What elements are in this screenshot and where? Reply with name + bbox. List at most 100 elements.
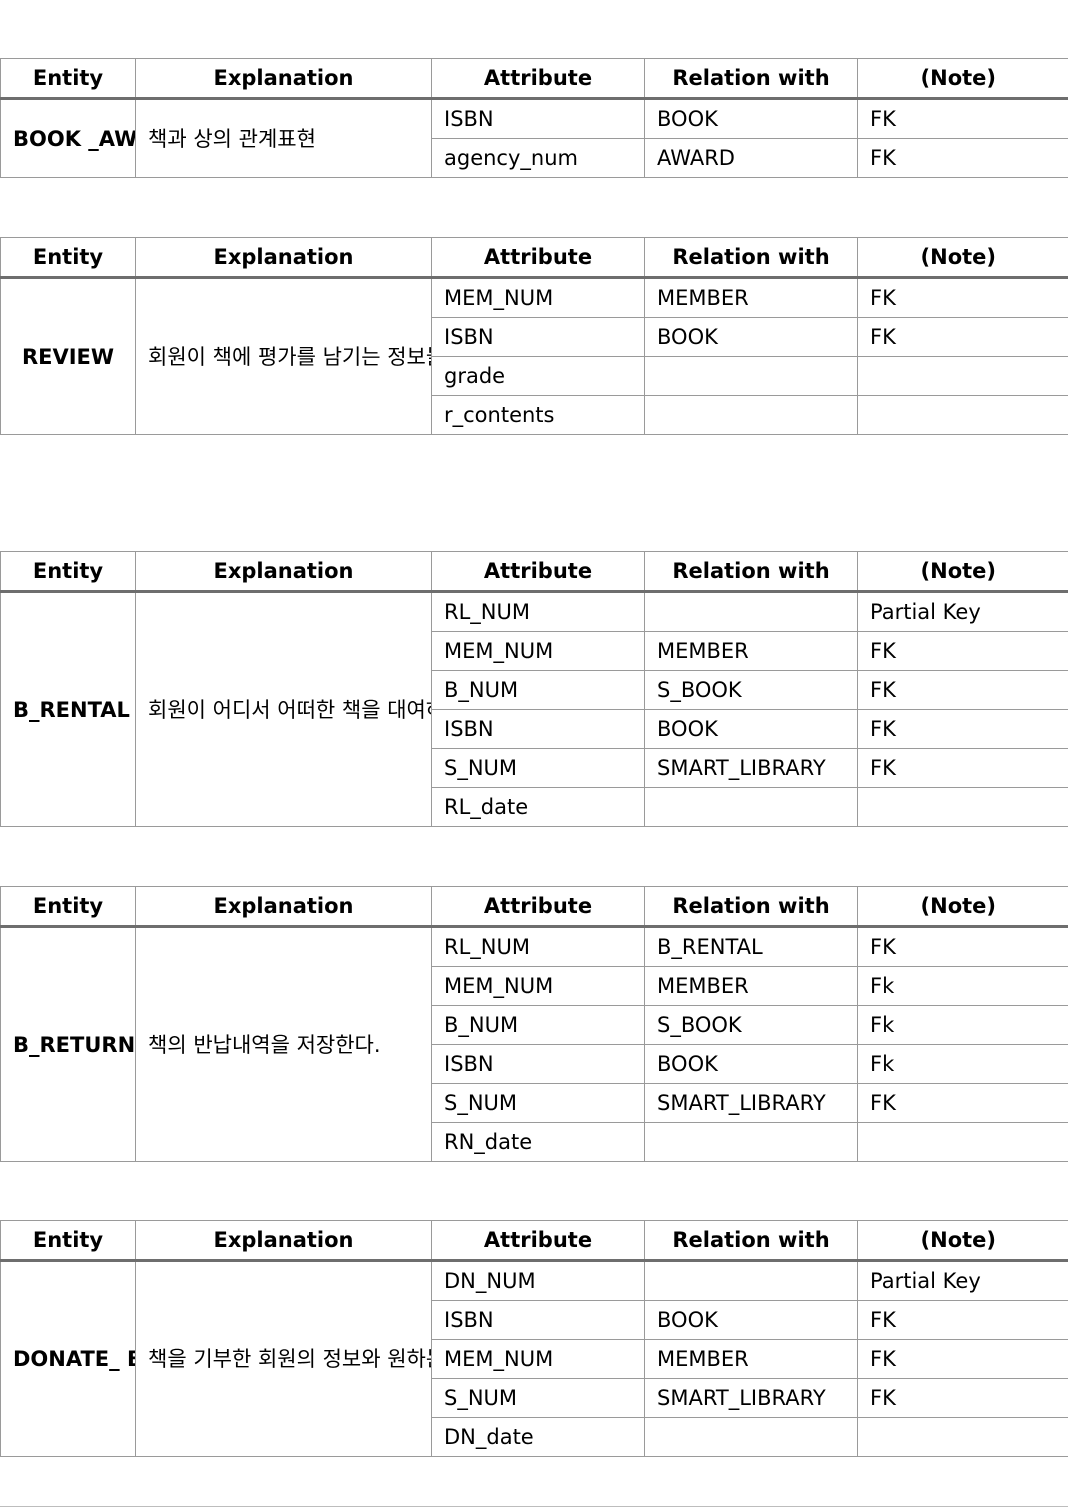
- header-attribute: Attribute: [431, 1220, 645, 1262]
- table-header-row: Entity Explanation Attribute Relation wi…: [0, 886, 1068, 928]
- table-row: B_NUM S_BOOK FK: [1, 670, 1068, 710]
- entity-table-book-award: Entity Explanation Attribute Relation wi…: [0, 58, 1068, 178]
- attribute-cell: S_NUM: [431, 1378, 645, 1418]
- header-note: (Note): [857, 886, 1068, 928]
- relation-cell: [644, 591, 858, 632]
- header-entity: Entity: [0, 237, 136, 279]
- header-explanation: Explanation: [135, 58, 432, 100]
- table-row: REVIEW 회원이 책에 평가를 남기는 정보들을 저장한다. MEM_NUM…: [0, 277, 1068, 435]
- attribute-cell: S_NUM: [431, 748, 645, 788]
- relation-cell: [644, 1260, 858, 1301]
- table-row: ISBN BOOK Fk: [1, 1044, 1068, 1084]
- note-cell: FK: [857, 631, 1068, 671]
- attribute-cell: MEM_NUM: [431, 631, 645, 671]
- attribute-cell: MEM_NUM: [431, 277, 645, 318]
- note-cell: Partial Key: [857, 1260, 1068, 1301]
- note-cell: Fk: [857, 966, 1068, 1006]
- header-entity: Entity: [0, 1220, 136, 1262]
- attribute-cell: RL_NUM: [431, 591, 645, 632]
- note-cell: [857, 395, 1068, 435]
- header-explanation: Explanation: [135, 1220, 432, 1262]
- header-relation: Relation with: [644, 1220, 858, 1262]
- header-explanation: Explanation: [135, 237, 432, 279]
- header-relation: Relation with: [644, 237, 858, 279]
- attribute-cell: ISBN: [431, 709, 645, 749]
- table-row: BOOK _AWARD 책과 상의 관계표현 ISBN BOOK FK: [0, 98, 1068, 178]
- relation-cell: BOOK: [644, 709, 858, 749]
- attribute-cell: ISBN: [431, 98, 645, 139]
- relation-cell: AWARD: [644, 138, 858, 178]
- entity-name: B_RETURN (반납내역): [0, 926, 136, 1162]
- relation-cell: S_BOOK: [644, 1005, 858, 1045]
- attribute-cell: B_NUM: [431, 1005, 645, 1045]
- relation-cell: SMART_LIBRARY: [644, 748, 858, 788]
- header-entity: Entity: [0, 551, 136, 593]
- entity-name: DONATE_ BOOK: [0, 1260, 136, 1457]
- table-row: B_NUM S_BOOK Fk: [1, 1005, 1068, 1045]
- entity-explanation: 책을 기부한 회원의 정보와 원하는 책, 원하는 위치의 도서관의 정보를 저…: [135, 1260, 432, 1457]
- table-row: DN_date: [1, 1417, 1068, 1457]
- table-header-row: Entity Explanation Attribute Relation wi…: [0, 1220, 1068, 1262]
- table-row: B_RENTAL (대여내역) 회원이 어디서 어떠한 책을 대여하였는지 저장…: [0, 591, 1068, 827]
- table-header-row: Entity Explanation Attribute Relation wi…: [0, 551, 1068, 593]
- attribute-cell: RL_date: [431, 787, 645, 827]
- header-entity: Entity: [0, 886, 136, 928]
- note-cell: Fk: [857, 1044, 1068, 1084]
- relation-cell: SMART_LIBRARY: [644, 1378, 858, 1418]
- header-relation: Relation with: [644, 886, 858, 928]
- note-cell: FK: [857, 317, 1068, 357]
- relation-cell: BOOK: [644, 1044, 858, 1084]
- table-header-row: Entity Explanation Attribute Relation wi…: [0, 58, 1068, 100]
- header-attribute: Attribute: [431, 237, 645, 279]
- header-note: (Note): [857, 58, 1068, 100]
- table-row: RN_date: [1, 1122, 1068, 1162]
- attribute-cell: B_NUM: [431, 670, 645, 710]
- header-attribute: Attribute: [431, 886, 645, 928]
- note-cell: FK: [857, 1378, 1068, 1418]
- note-cell: FK: [857, 1300, 1068, 1340]
- header-note: (Note): [857, 551, 1068, 593]
- relation-cell: MEMBER: [644, 277, 858, 318]
- table-row: DONATE_ BOOK 책을 기부한 회원의 정보와 원하는 책, 원하는 위…: [0, 1260, 1068, 1457]
- note-cell: FK: [857, 926, 1068, 967]
- note-cell: [857, 787, 1068, 827]
- note-cell: FK: [857, 670, 1068, 710]
- header-note: (Note): [857, 1220, 1068, 1262]
- attribute-cell: grade: [431, 356, 645, 396]
- attribute-cell: DN_NUM: [431, 1260, 645, 1301]
- entity-explanation: 회원이 어디서 어떠한 책을 대여하였는지 저장한다.: [135, 591, 432, 827]
- note-cell: FK: [857, 709, 1068, 749]
- header-attribute: Attribute: [431, 551, 645, 593]
- note-cell: FK: [857, 98, 1068, 139]
- relation-cell: BOOK: [644, 98, 858, 139]
- header-relation: Relation with: [644, 551, 858, 593]
- entity-explanation: 회원이 책에 평가를 남기는 정보들을 저장한다.: [135, 277, 432, 435]
- note-cell: [857, 1417, 1068, 1457]
- relation-cell: MEMBER: [644, 1339, 858, 1379]
- header-explanation: Explanation: [135, 886, 432, 928]
- header-explanation: Explanation: [135, 551, 432, 593]
- entity-table-donate-book: Entity Explanation Attribute Relation wi…: [0, 1220, 1068, 1457]
- header-note: (Note): [857, 237, 1068, 279]
- relation-cell: [644, 1122, 858, 1162]
- header-relation: Relation with: [644, 58, 858, 100]
- attribute-cell: DN_date: [431, 1417, 645, 1457]
- relation-cell: BOOK: [644, 317, 858, 357]
- table-row: B_RETURN (반납내역) 책의 반납내역을 저장한다. RL_NUM B_…: [0, 926, 1068, 1162]
- attribute-cell: RN_date: [431, 1122, 645, 1162]
- attribute-cell: ISBN: [431, 1044, 645, 1084]
- attribute-cell: RL_NUM: [431, 926, 645, 967]
- attribute-cell: agency_num: [431, 138, 645, 178]
- note-cell: FK: [857, 277, 1068, 318]
- entity-table-b-return: Entity Explanation Attribute Relation wi…: [0, 886, 1068, 1162]
- table-header-row: Entity Explanation Attribute Relation wi…: [0, 237, 1068, 279]
- next-table-top-border: [0, 1506, 1068, 1507]
- note-cell: [857, 1122, 1068, 1162]
- relation-cell: [644, 787, 858, 827]
- attribute-cell: r_contents: [431, 395, 645, 435]
- table-row: MEM_NUM MEMBER Fk: [1, 966, 1068, 1006]
- note-cell: FK: [857, 1339, 1068, 1379]
- relation-cell: [644, 356, 858, 396]
- relation-cell: S_BOOK: [644, 670, 858, 710]
- note-cell: Fk: [857, 1005, 1068, 1045]
